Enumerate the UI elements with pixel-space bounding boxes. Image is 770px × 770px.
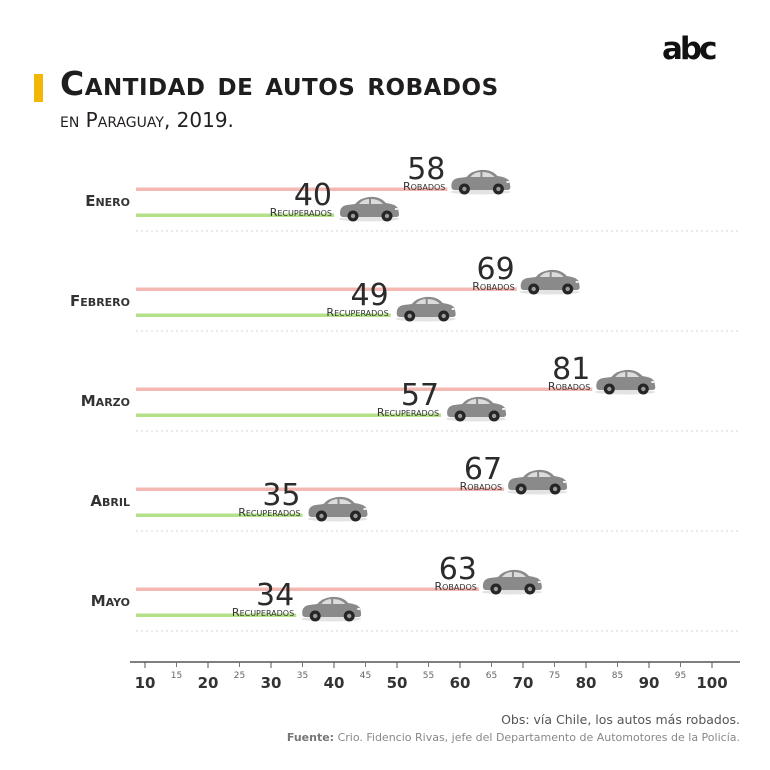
- chart-title: Cantidad de autos robados: [60, 64, 499, 103]
- series-label-recuperados-marzo: Recuperados: [377, 406, 439, 419]
- x-tick-label-70: 70: [513, 674, 534, 692]
- bar-recuperados-mayo: [136, 613, 297, 617]
- x-minor-tick-label-85: 85: [612, 671, 623, 681]
- car-icon: [450, 169, 511, 195]
- series-label-robados-mayo: Robados: [434, 580, 476, 593]
- bar-robados-abril: [136, 487, 505, 491]
- car-icon: [339, 196, 399, 222]
- x-minor-tick-label-95: 95: [675, 671, 686, 681]
- x-tick-label-50: 50: [387, 674, 408, 692]
- x-minor-tick-label-25: 25: [234, 671, 245, 681]
- x-minor-tick-label-55: 55: [423, 671, 434, 681]
- series-label-robados-abril: Robados: [460, 480, 502, 493]
- value-robados-enero: 58: [407, 152, 445, 187]
- value-robados-abril: 67: [464, 452, 502, 487]
- x-minor-tick-label-35: 35: [297, 671, 308, 681]
- month-label-abril: Abril: [90, 492, 130, 510]
- bar-robados-febrero: [136, 287, 517, 291]
- car-icon: [301, 596, 362, 622]
- value-recuperados-mayo: 34: [256, 578, 294, 613]
- car-icon: [595, 369, 656, 395]
- x-tick-label-80: 80: [576, 674, 597, 692]
- car-icon: [481, 569, 542, 595]
- bar-recuperados-febrero: [136, 313, 391, 317]
- footer-note: Obs: vía Chile, los autos más robados.: [501, 712, 740, 727]
- bar-robados-mayo: [136, 587, 479, 591]
- value-robados-febrero: 69: [477, 252, 515, 287]
- series-label-robados-enero: Robados: [403, 180, 445, 193]
- footer-source: Fuente: Crio. Fidencio Rivas, jefe del D…: [287, 731, 740, 744]
- bar-robados-enero: [136, 187, 448, 191]
- x-minor-tick-label-15: 15: [171, 671, 182, 681]
- car-icon: [307, 496, 368, 522]
- bar-recuperados-abril: [136, 513, 303, 517]
- series-label-recuperados-abril: Recuperados: [238, 506, 300, 519]
- bar-recuperados-marzo: [136, 413, 442, 417]
- x-minor-tick-label-45: 45: [360, 671, 371, 681]
- x-tick-label-30: 30: [261, 674, 282, 692]
- x-tick-label-100: 100: [696, 674, 727, 692]
- month-label-enero: Enero: [85, 192, 130, 210]
- source-text: Crio. Fidencio Rivas, jefe del Departame…: [337, 731, 740, 744]
- bar-recuperados-enero: [136, 213, 334, 217]
- car-icon: [507, 469, 568, 495]
- x-tick-label-20: 20: [198, 674, 219, 692]
- source-label: Fuente:: [286, 731, 335, 744]
- x-tick-label-90: 90: [639, 674, 660, 692]
- series-label-robados-febrero: Robados: [472, 280, 514, 293]
- month-label-mayo: Mayo: [91, 592, 130, 610]
- series-label-recuperados-febrero: Recuperados: [326, 306, 388, 319]
- x-minor-tick-label-75: 75: [549, 671, 560, 681]
- bar-robados-marzo: [136, 387, 593, 391]
- value-recuperados-abril: 35: [262, 478, 300, 513]
- car-icon: [446, 396, 507, 422]
- series-label-robados-marzo: Robados: [548, 380, 590, 393]
- value-recuperados-marzo: 57: [401, 378, 439, 413]
- abc-logo: abc: [662, 31, 717, 67]
- car-icon: [395, 296, 456, 322]
- value-robados-mayo: 63: [439, 552, 477, 587]
- car-icon: [519, 269, 580, 295]
- x-tick-label-10: 10: [135, 674, 156, 692]
- series-label-recuperados-mayo: Recuperados: [232, 606, 294, 619]
- value-robados-marzo: 81: [552, 352, 590, 387]
- chart-subtitle: en Paraguay, 2019.: [60, 108, 234, 132]
- x-tick-label-60: 60: [450, 674, 471, 692]
- series-label-recuperados-enero: Recuperados: [270, 206, 332, 219]
- month-label-marzo: Marzo: [81, 392, 130, 410]
- x-minor-tick-label-65: 65: [486, 671, 497, 681]
- title-accent-bar: [34, 74, 43, 102]
- x-tick-label-40: 40: [324, 674, 345, 692]
- value-recuperados-febrero: 49: [351, 278, 389, 313]
- value-recuperados-enero: 40: [294, 178, 332, 213]
- month-label-febrero: Febrero: [70, 292, 130, 310]
